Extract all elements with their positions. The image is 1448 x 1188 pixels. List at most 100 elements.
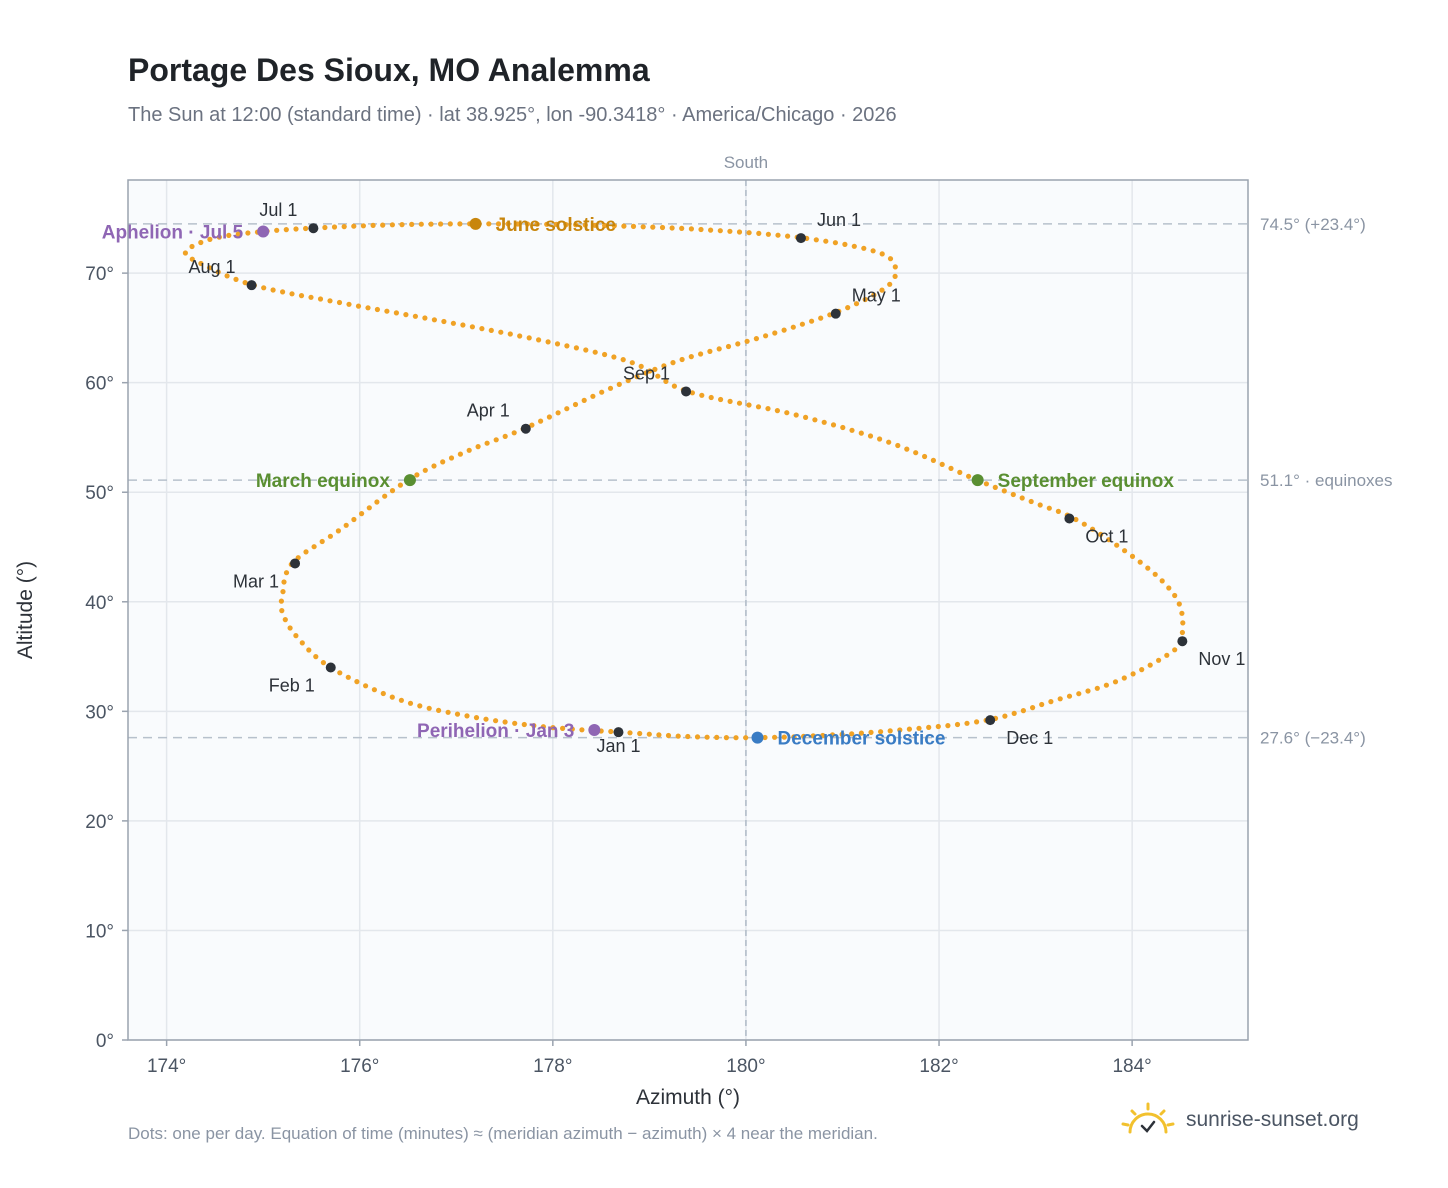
daily-sun-dot [714, 734, 720, 741]
daily-sun-dot [351, 516, 357, 523]
daily-sun-dot [1039, 701, 1045, 708]
daily-sun-dot [346, 301, 352, 307]
daily-sun-dot [616, 381, 622, 387]
daily-sun-dot [753, 336, 760, 342]
month-marker [290, 558, 301, 569]
daily-sun-dot [887, 256, 894, 262]
daily-sun-dot [698, 351, 704, 357]
daily-sun-dot [428, 221, 434, 227]
x-tick-label: 180° [726, 1056, 765, 1077]
sun-logo-icon [1121, 1102, 1175, 1134]
daily-sun-dot [1020, 708, 1026, 714]
daily-sun-dot [1139, 667, 1145, 673]
daily-sun-dot [630, 223, 637, 229]
daily-sun-dot [1152, 571, 1158, 577]
daily-sun-dot [322, 224, 328, 231]
reference-line-label: 74.5° (+23.4°) [1260, 215, 1366, 234]
daily-sun-dot [280, 589, 286, 595]
month-marker [681, 386, 692, 397]
daily-sun-dot [426, 705, 432, 711]
daily-sun-dot [861, 245, 867, 251]
daily-sun-dot [887, 728, 893, 734]
daily-sun-dot [629, 360, 635, 366]
daily-sun-dot [801, 733, 807, 740]
daily-sun-dot [403, 312, 409, 318]
daily-sun-dot [389, 488, 396, 494]
y-tick-label: 70° [85, 264, 114, 285]
daily-sun-dot [853, 301, 860, 307]
daily-sun-dot [964, 720, 970, 726]
daily-sun-dot [1030, 705, 1036, 711]
daily-sun-dot [652, 366, 658, 372]
daily-sun-dot [870, 248, 876, 254]
daily-sun-dot [216, 234, 222, 240]
daily-sun-dot [189, 256, 195, 262]
daily-sun-dot [550, 725, 556, 731]
daily-sun-dot [521, 721, 527, 728]
daily-sun-dot [448, 455, 455, 461]
event-marker [588, 723, 601, 736]
daily-sun-dot [765, 231, 772, 237]
daily-sun-dot [945, 723, 951, 729]
daily-sun-dot [359, 510, 365, 517]
daily-sun-dot [287, 625, 293, 631]
daily-sun-dot [904, 446, 910, 452]
daily-sun-dot [534, 221, 540, 227]
daily-sun-dot [733, 735, 739, 741]
daily-sun-dot [529, 422, 535, 428]
daily-sun-dot [725, 343, 732, 350]
daily-sun-dot [1122, 548, 1128, 554]
daily-sun-dot [488, 327, 494, 333]
daily-sun-dot [772, 330, 778, 336]
month-markers: Jan 1 Feb 1 Mar 1 Apr 1 May 1 Jun 1 Jul 1 Aug 1… [189, 200, 1246, 756]
daily-sun-dot [502, 433, 508, 439]
daily-sun-dot [858, 430, 864, 436]
daily-sun-dot [669, 225, 675, 231]
daily-sun-dot [1048, 699, 1054, 705]
daily-sun-dot [226, 232, 232, 238]
daily-sun-dot [892, 273, 898, 279]
daily-sun-dot [590, 393, 596, 399]
daily-sun-dot [363, 683, 369, 689]
daily-sun-dot [517, 333, 523, 339]
daily-sun-dot [198, 239, 204, 246]
y-tick-label: 30° [85, 702, 114, 723]
daily-sun-dot [1179, 610, 1185, 616]
daily-sun-dot [791, 734, 797, 740]
daily-sun-dot [851, 243, 857, 249]
daily-sun-dot [440, 459, 446, 465]
event-label: March equinox [256, 471, 391, 492]
event-marker [257, 225, 270, 238]
chart-title: Portage Des Sioux, MO Analemma [128, 52, 650, 88]
daily-sun-dot [813, 237, 819, 243]
daily-sun-dot [441, 318, 447, 325]
daily-sun-dot [688, 354, 694, 360]
meridian-label: South [724, 153, 768, 172]
daily-sun-dot [820, 732, 826, 739]
daily-sun-dot [665, 732, 672, 739]
daily-sun-dot [637, 730, 643, 737]
y-tick-label: 10° [85, 921, 114, 942]
daily-sun-dot [878, 729, 884, 735]
month-marker [613, 727, 624, 738]
daily-sun-dot [611, 354, 617, 360]
y-axis-title: Altitude (°) [14, 561, 37, 659]
daily-sun-dot [407, 700, 414, 706]
daily-sun-dot [540, 724, 547, 730]
daily-sun-dot [414, 472, 420, 478]
daily-sun-dot [554, 341, 561, 347]
brand[interactable]: sunrise-sunset.org [1120, 1102, 1359, 1138]
daily-sun-dot [224, 273, 230, 279]
daily-sun-dot [493, 437, 499, 443]
daily-sun-dot [327, 533, 333, 539]
month-marker-label: Jan 1 [596, 736, 640, 756]
daily-sun-dot [298, 293, 305, 299]
daily-sun-dot [360, 223, 366, 229]
reference-line-label: 51.1° · equinoxes [1260, 471, 1393, 490]
daily-sun-dot [781, 734, 787, 740]
daily-sun-dot [242, 280, 248, 286]
daily-sun-dot [736, 400, 743, 406]
event-label: September equinox [998, 471, 1175, 492]
daily-sun-dot [1129, 553, 1136, 560]
daily-sun-dot [1176, 601, 1182, 607]
